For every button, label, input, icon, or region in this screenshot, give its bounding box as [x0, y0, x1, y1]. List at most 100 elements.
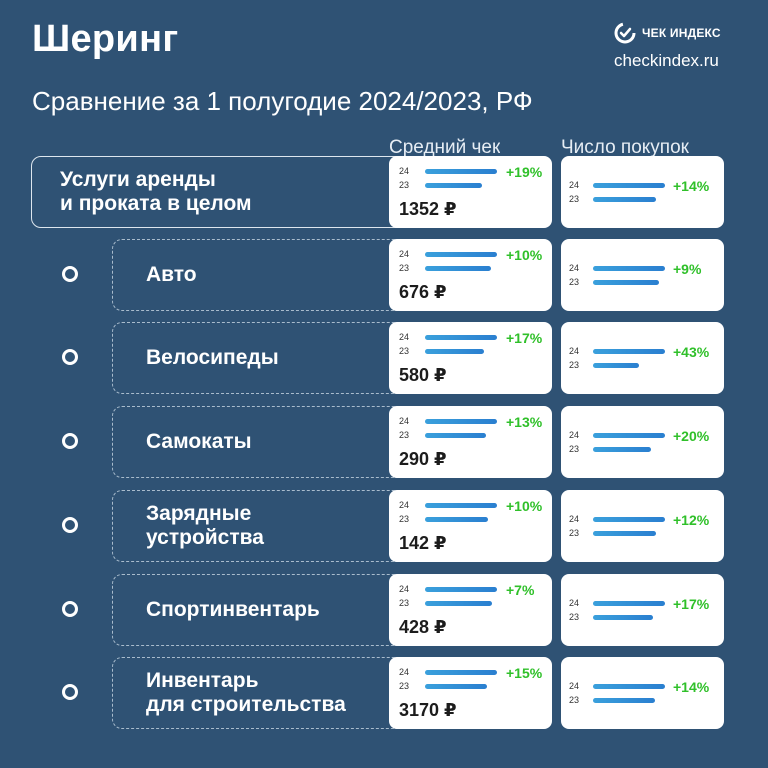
bar-2023	[593, 698, 655, 703]
row-bullet-icon	[62, 684, 78, 700]
avg-check-value: 3170 ₽	[399, 700, 457, 720]
year-label-23: 23	[399, 514, 410, 524]
brand-logo: ЧЕК ИНДЕКС	[614, 22, 721, 44]
year-label-24: 24	[569, 263, 580, 273]
bar-2023	[593, 615, 653, 620]
year-label-24: 24	[569, 346, 580, 356]
bar-2023	[425, 433, 486, 438]
bar-2024	[593, 601, 665, 606]
bar-2023	[593, 197, 656, 202]
change-percent: +15%	[506, 665, 543, 681]
year-label-23: 23	[399, 681, 410, 691]
year-label-23: 23	[399, 598, 410, 608]
year-label-24: 24	[399, 249, 410, 259]
change-percent: +14%	[673, 178, 710, 194]
avg-check-card: 142 ₽ 24 23 +10%	[389, 490, 552, 562]
row-label: Спортинвентарь	[146, 598, 320, 621]
bar-2023	[593, 447, 651, 452]
year-label-24: 24	[569, 514, 580, 524]
row-label: Авто	[146, 263, 197, 286]
bar-2024	[425, 335, 497, 340]
avg-check-card: 676 ₽ 24 23 +10%	[389, 239, 552, 311]
year-label-24: 24	[399, 584, 410, 594]
change-percent: +10%	[506, 498, 543, 514]
year-label-23: 23	[569, 444, 580, 454]
avg-check-card: 428 ₽ 24 23 +7%	[389, 574, 552, 646]
bar-2023	[593, 531, 656, 536]
row-bullet-icon	[62, 349, 78, 365]
bar-2023	[425, 517, 488, 522]
row-label: Инвентарь для строительства	[146, 669, 346, 716]
purchases-card: 24 23 +17%	[561, 574, 724, 646]
change-percent: +43%	[673, 344, 710, 360]
purchases-card: 24 23 +20%	[561, 406, 724, 478]
page-subtitle: Сравнение за 1 полугодие 2024/2023, РФ	[32, 86, 533, 116]
year-label-24: 24	[569, 180, 580, 190]
row-label: Услуги аренды и проката в целом	[60, 168, 252, 215]
row-label: Самокаты	[146, 430, 252, 453]
bar-2024	[593, 183, 665, 188]
avg-check-value: 1352 ₽	[399, 199, 457, 219]
row-bullet-icon	[62, 433, 78, 449]
purchases-card: 24 23 +9%	[561, 239, 724, 311]
avg-check-card: 290 ₽ 24 23 +13%	[389, 406, 552, 478]
bar-2023	[425, 601, 492, 606]
change-percent: +13%	[506, 414, 543, 430]
bar-2024	[425, 503, 497, 508]
bar-2024	[425, 252, 497, 257]
avg-check-value: 580 ₽	[399, 365, 447, 385]
bar-2023	[425, 183, 482, 188]
purchases-card: 24 23 +14%	[561, 156, 724, 228]
column-header-avg-check: Средний чек	[389, 137, 501, 156]
change-percent: +9%	[673, 261, 702, 277]
purchases-card: 24 23 +12%	[561, 490, 724, 562]
year-label-24: 24	[569, 598, 580, 608]
year-label-23: 23	[569, 194, 580, 204]
year-label-24: 24	[399, 500, 410, 510]
bar-2023	[425, 684, 487, 689]
year-label-24: 24	[399, 667, 410, 677]
row-label: Зарядные устройства	[146, 502, 264, 549]
bar-2024	[593, 266, 665, 271]
change-percent: +14%	[673, 679, 710, 695]
avg-check-value: 290 ₽	[399, 449, 447, 469]
year-label-24: 24	[399, 166, 410, 176]
change-percent: +17%	[673, 596, 710, 612]
year-label-23: 23	[399, 430, 410, 440]
bar-2023	[425, 349, 484, 354]
year-label-23: 23	[399, 346, 410, 356]
checkindex-logo-icon	[614, 22, 636, 44]
year-label-24: 24	[569, 430, 580, 440]
row-bullet-icon	[62, 601, 78, 617]
change-percent: +19%	[506, 164, 543, 180]
bar-2023	[593, 280, 659, 285]
site-url: checkindex.ru	[614, 51, 719, 70]
row-bullet-icon	[62, 517, 78, 533]
year-label-23: 23	[569, 695, 580, 705]
bar-2024	[425, 419, 497, 424]
purchases-card: 24 23 +43%	[561, 322, 724, 394]
year-label-24: 24	[569, 681, 580, 691]
row-label: Велосипеды	[146, 346, 279, 369]
logo-text: ЧЕК ИНДЕКС	[642, 26, 721, 40]
year-label-23: 23	[399, 180, 410, 190]
change-percent: +20%	[673, 428, 710, 444]
avg-check-card: 580 ₽ 24 23 +17%	[389, 322, 552, 394]
bar-2024	[425, 670, 497, 675]
year-label-23: 23	[569, 277, 580, 287]
bar-2024	[593, 349, 665, 354]
purchases-card: 24 23 +14%	[561, 657, 724, 729]
avg-check-card: 1352 ₽ 24 23 +19%	[389, 156, 552, 228]
change-percent: +12%	[673, 512, 710, 528]
avg-check-card: 3170 ₽ 24 23 +15%	[389, 657, 552, 729]
column-header-purchases: Число покупок	[561, 137, 689, 156]
avg-check-value: 142 ₽	[399, 533, 447, 553]
year-label-24: 24	[399, 332, 410, 342]
bar-2023	[593, 363, 639, 368]
bar-2024	[593, 517, 665, 522]
bar-2024	[593, 684, 665, 689]
avg-check-value: 676 ₽	[399, 282, 447, 302]
bar-2024	[425, 587, 497, 592]
page-title: Шеринг	[32, 18, 179, 60]
